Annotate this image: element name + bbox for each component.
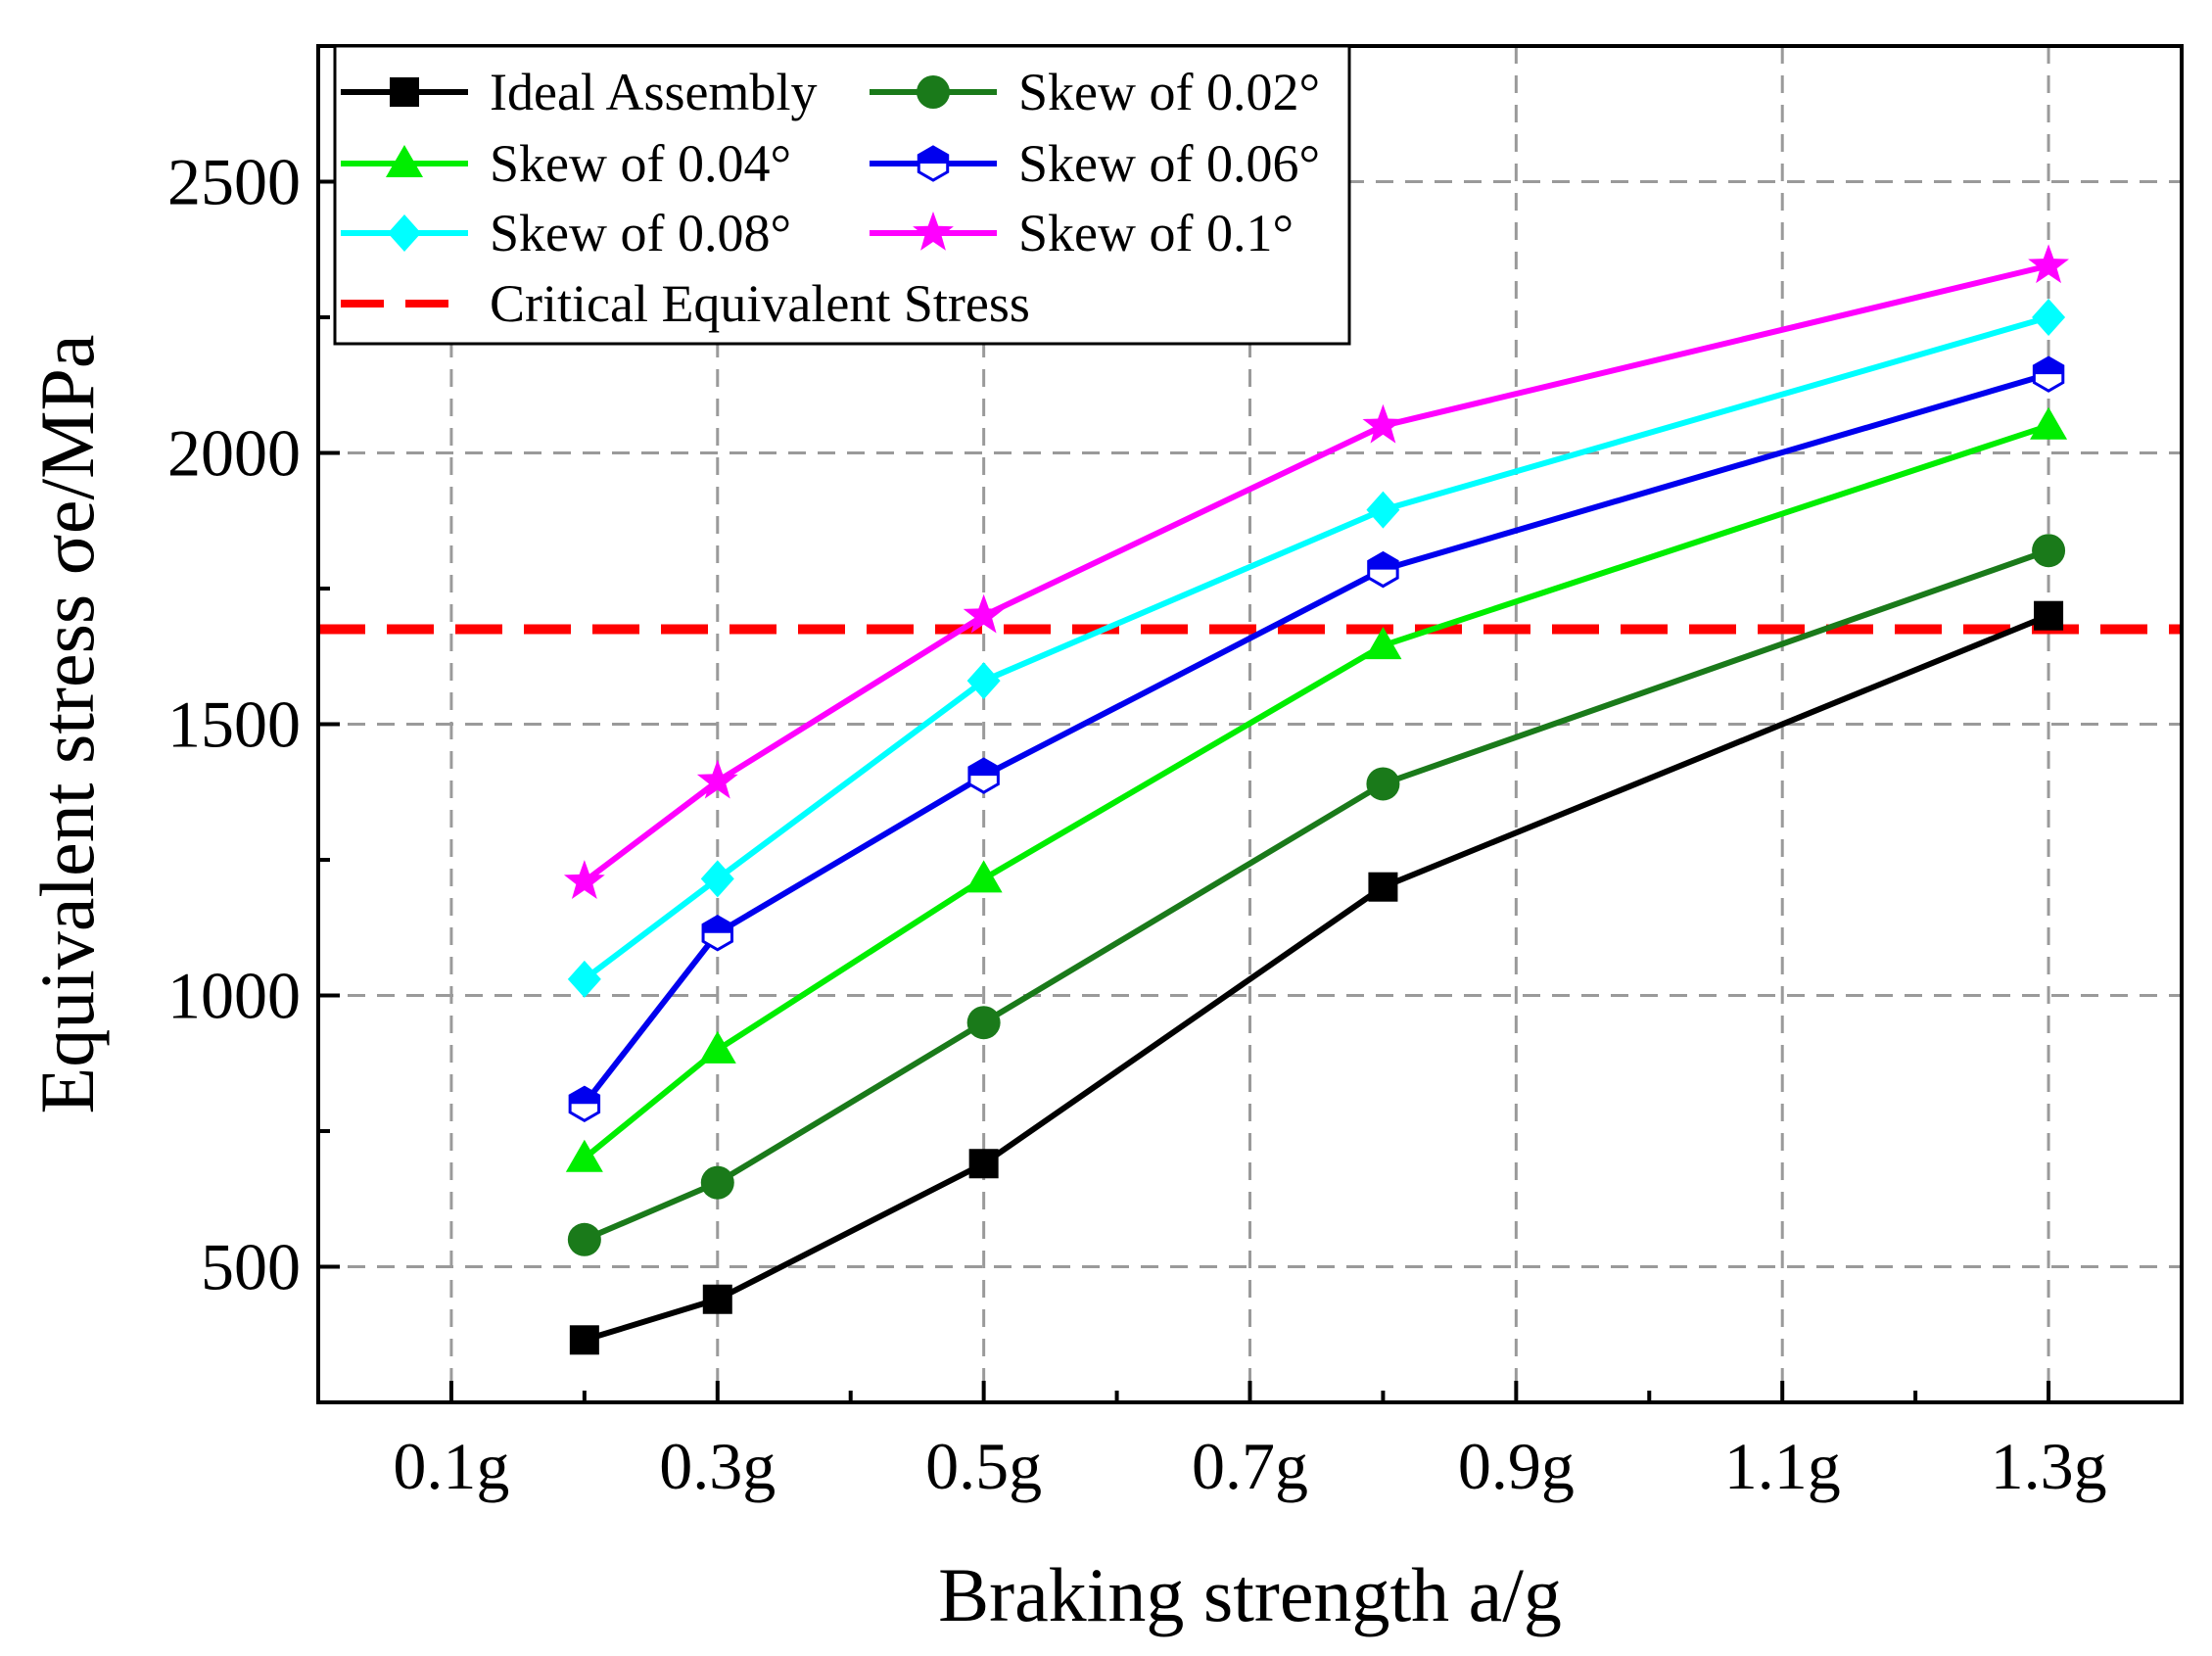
legend-label: Skew of 0.02° [1018,63,1320,121]
series-5 [563,244,2069,899]
legend-label: Ideal Assembly [490,63,817,121]
data-point [1364,627,1402,660]
data-point [2032,299,2066,336]
x-tick-label: 1.1g [1724,1429,1841,1503]
x-tick-label: 0.5g [925,1429,1042,1503]
x-tick-label: 0.9g [1458,1429,1575,1503]
legend-item: Skew of 0.04° [341,134,791,193]
y-tick-label: 2000 [167,416,301,491]
x-tick-label: 0.7g [1192,1429,1308,1503]
legend-item: Skew of 0.08° [341,204,791,262]
series-2 [565,406,2068,1172]
y-tick-label: 1000 [167,959,301,1033]
y-tick-label: 1500 [167,687,301,762]
data-point [966,662,1001,700]
data-point [966,1006,1001,1040]
legend-label: Skew of 0.04° [490,134,791,193]
data-point [2030,406,2068,440]
data-point [563,860,605,899]
legend: Ideal Assembly Skew of 0.02° Skew of 0.04°… [333,44,1351,346]
legend-label: Skew of 0.1° [1018,204,1294,262]
legend-label: Skew of 0.08° [490,204,791,262]
axis-ticks: 0.1g 0.3g 0.5g 0.7g 0.9g 1.1g 1.3g 500 1000 1500 2… [167,145,2107,1504]
y-tick-label: 500 [201,1230,301,1304]
x-axis-title: Braking strength a/g [938,1552,1562,1637]
legend-swatch-marker [390,77,419,107]
data-point [698,1030,736,1064]
legend-swatch-marker [388,214,421,252]
data-point [1368,872,1398,902]
series-1 [567,534,2066,1256]
x-tick-label: 0.3g [659,1429,776,1503]
data-point [568,1085,601,1123]
hexagon-fill [968,759,999,784]
data-point [567,1222,601,1256]
hexagon-fill [1368,552,1398,579]
data-point [1367,550,1399,589]
x-tick-label: 1.3g [1991,1429,2107,1503]
data-point [702,1284,732,1314]
data-point [963,593,1005,634]
legend-item: Ideal Assembly [341,63,817,121]
plot-series [563,244,2069,1355]
data-point [700,860,734,898]
legend-box [333,44,1351,346]
hexagon-fill [570,1087,599,1112]
legend-swatch-marker [913,212,954,251]
legend-label: Skew of 0.06° [1018,134,1320,193]
data-point [2028,244,2069,284]
y-tick-label: 2500 [167,145,301,219]
series-3 [568,355,2065,1123]
data-point [965,860,1003,893]
legend-label: Critical Equivalent Stress [490,274,1030,333]
data-point [2034,600,2064,631]
legend-item: Skew of 0.02° [870,63,1320,121]
legend-swatch-marker [917,145,950,182]
legend-swatch-marker [386,145,423,177]
x-tick-label: 0.1g [393,1429,509,1503]
y-axis-title: Equivalent stress σe/MPa [24,335,110,1114]
series-line [583,547,2050,1243]
data-point [2032,355,2065,393]
data-point [1366,491,1400,529]
data-point [700,1165,734,1200]
data-point [565,1139,603,1172]
legend-swatch-marker [917,75,950,109]
legend-item-reference: Critical Equivalent Stress [341,274,1030,333]
legend-item: Skew of 0.06° [870,134,1320,193]
data-point [701,915,734,952]
series-0 [569,600,2064,1355]
legend-item: Skew of 0.1° [870,204,1294,262]
series-line [583,262,2049,884]
data-point [1366,767,1400,801]
data-point [2032,534,2066,568]
hexagon-fill [702,916,732,942]
series-4 [567,299,2066,998]
hexagon-fill [2034,357,2063,383]
hexagon-fill [918,147,948,172]
data-point [968,1149,999,1179]
data-point [1362,403,1404,444]
data-point [696,759,738,799]
data-point [567,960,601,998]
data-point [967,757,1000,794]
data-point [569,1325,599,1355]
